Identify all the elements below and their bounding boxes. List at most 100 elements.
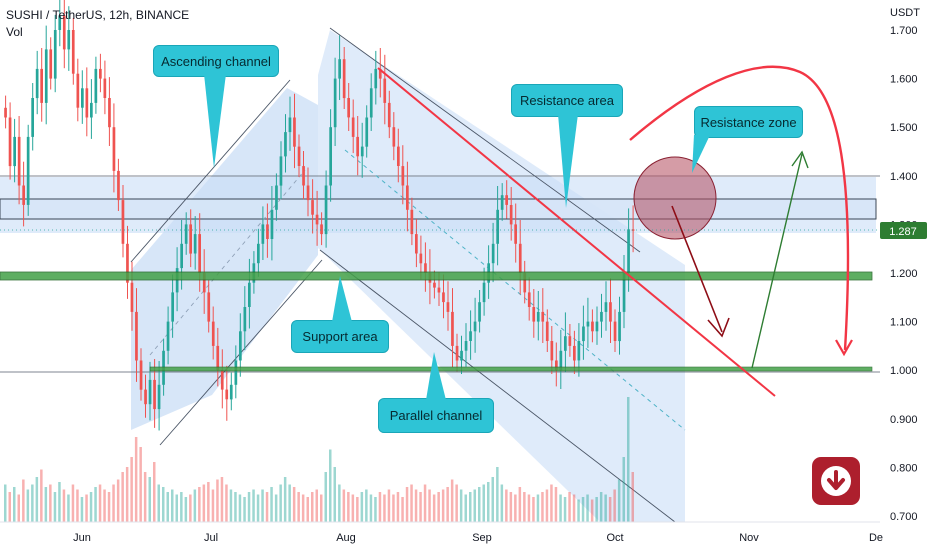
volume-bar: [491, 477, 494, 522]
volume-bar: [112, 484, 115, 522]
volume-bar: [288, 484, 291, 522]
candle: [631, 205, 635, 253]
candle: [320, 212, 323, 246]
resistance-zone-callout: Resistance zone: [694, 106, 803, 138]
candle: [108, 77, 111, 146]
volume-bar: [243, 497, 246, 522]
volume-bar: [505, 489, 508, 522]
volume-bar: [301, 494, 305, 522]
price-tick-label: 1.200: [890, 268, 918, 280]
volume-bar: [22, 479, 25, 522]
candle: [527, 277, 531, 321]
volume-bar: [8, 492, 11, 522]
candle: [600, 293, 603, 338]
candle: [13, 118, 16, 183]
candle: [532, 289, 536, 338]
candle: [81, 70, 84, 124]
time-tick-label: Jun: [73, 532, 91, 544]
candle: [473, 297, 477, 353]
volume-bar: [342, 489, 346, 522]
price-tick-label: 0.800: [890, 462, 918, 474]
candle: [148, 361, 152, 421]
price-tick-label: 1.400: [890, 171, 918, 183]
volume-bar: [261, 489, 264, 522]
volume-bar: [595, 497, 598, 522]
volume-bar: [441, 489, 445, 522]
volume-bar: [581, 497, 585, 522]
volume-bar: [419, 492, 422, 522]
candle: [211, 306, 215, 360]
sell-signal-badge[interactable]: [812, 457, 860, 505]
volume-bar: [193, 489, 197, 522]
volume-bar: [428, 489, 431, 522]
volume-bar: [171, 489, 174, 522]
volume-bar: [554, 487, 558, 522]
candle: [523, 260, 527, 304]
support-area-band: [0, 271, 873, 281]
volume-bar: [613, 489, 616, 522]
candle: [568, 324, 572, 357]
time-tick-label: Jul: [204, 532, 218, 544]
candle: [360, 122, 364, 178]
volume-bar: [347, 492, 350, 522]
volume-bar: [374, 497, 377, 522]
time-axis[interactable]: [0, 521, 932, 550]
volume-bar: [211, 489, 215, 522]
time-tick-label: Nov: [739, 532, 759, 544]
support-area-pointer: [332, 276, 352, 322]
volume-bar: [536, 494, 540, 522]
candle: [356, 116, 359, 176]
candle: [171, 274, 174, 338]
candle: [49, 37, 53, 90]
volume-bar: [572, 494, 576, 522]
volume-bar: [279, 484, 282, 522]
volume-bar: [71, 484, 75, 522]
volume-bar: [627, 397, 630, 522]
volume-bar: [622, 457, 625, 522]
candle: [279, 141, 283, 200]
candle: [555, 342, 558, 387]
time-tick-label: De: [869, 532, 883, 544]
resistance-zone-circle: [633, 156, 717, 240]
price-axis[interactable]: USDT: [880, 0, 932, 550]
volume-bar: [220, 477, 224, 522]
candle: [266, 203, 269, 258]
candle: [455, 333, 459, 372]
volume-bar: [387, 489, 391, 522]
candle: [103, 60, 107, 115]
volume-bar: [532, 497, 535, 522]
candle: [442, 274, 445, 319]
volume-bar: [550, 484, 553, 522]
candle: [243, 286, 247, 351]
ascending-channel-mid: [149, 169, 306, 356]
candle: [117, 158, 120, 211]
volume-bar: [599, 492, 603, 522]
volume-bar: [247, 492, 251, 522]
volume-bar: [4, 484, 7, 522]
candlestick-series: [4, 0, 635, 431]
candle: [591, 309, 594, 343]
volume-bar: [608, 497, 612, 522]
candle: [622, 255, 626, 329]
volume-bar: [450, 479, 454, 522]
candle: [67, 6, 71, 71]
candle: [545, 309, 549, 352]
volume-bar: [455, 484, 458, 522]
volume-bar: [338, 484, 341, 522]
volume-bar: [518, 487, 522, 522]
volume-bar: [509, 492, 513, 522]
candle: [536, 291, 540, 341]
candle: [229, 372, 233, 411]
volume-bar: [130, 457, 133, 522]
volume-bar: [469, 492, 472, 522]
candle: [351, 99, 355, 154]
candle: [609, 278, 612, 343]
candle: [582, 305, 585, 360]
volume-bar: [31, 484, 34, 522]
volume-bar: [432, 494, 436, 522]
volume-bar: [202, 484, 206, 522]
volume-bar: [49, 484, 52, 522]
candle: [604, 281, 608, 331]
volume-bar: [545, 489, 549, 522]
